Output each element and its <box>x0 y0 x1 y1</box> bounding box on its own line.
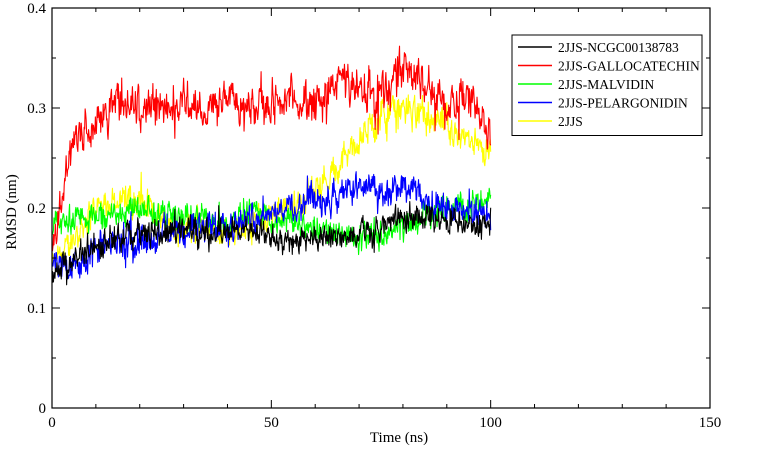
ticks-layer: 0 50 100 150 0 0.1 0.2 0.3 0.4 <box>27 1 721 431</box>
x-axis-title: Time (ns) <box>370 430 428 446</box>
series-line-2 <box>51 187 492 256</box>
legend-label-series-4: 2JJS <box>558 114 583 129</box>
legend-label-series-2: 2JJS-MALVIDIN <box>558 77 655 92</box>
series-line-1 <box>51 45 492 252</box>
y-tick-label: 0 <box>39 401 47 417</box>
y-tick-label: 0.1 <box>27 301 46 317</box>
legend-box <box>511 34 703 136</box>
x-tick-label: 150 <box>699 415 722 431</box>
series-line-3 <box>51 171 492 280</box>
legend-label-series-1: 2JJS-GALLOCATECHIN <box>558 59 700 74</box>
x-tick-label: 0 <box>48 415 56 431</box>
legend-label-series-3: 2JJS-PELARGONIDIN <box>558 96 688 111</box>
series-line-0 <box>51 201 492 286</box>
y-tick-label: 0.3 <box>27 101 46 117</box>
legend: 2JJS-NCGC00138783 2JJS-GALLOCATECHIN 2JJ… <box>511 34 703 136</box>
legend-label-series-0: 2JJS-NCGC00138783 <box>558 40 679 55</box>
y-tick-label: 0.4 <box>27 1 46 17</box>
y-axis-title: RMSD (nm) <box>4 174 20 249</box>
series-layer <box>51 45 492 286</box>
x-tick-label: 100 <box>479 415 502 431</box>
y-tick-label: 0.2 <box>27 201 46 217</box>
x-tick-label: 50 <box>264 415 279 431</box>
